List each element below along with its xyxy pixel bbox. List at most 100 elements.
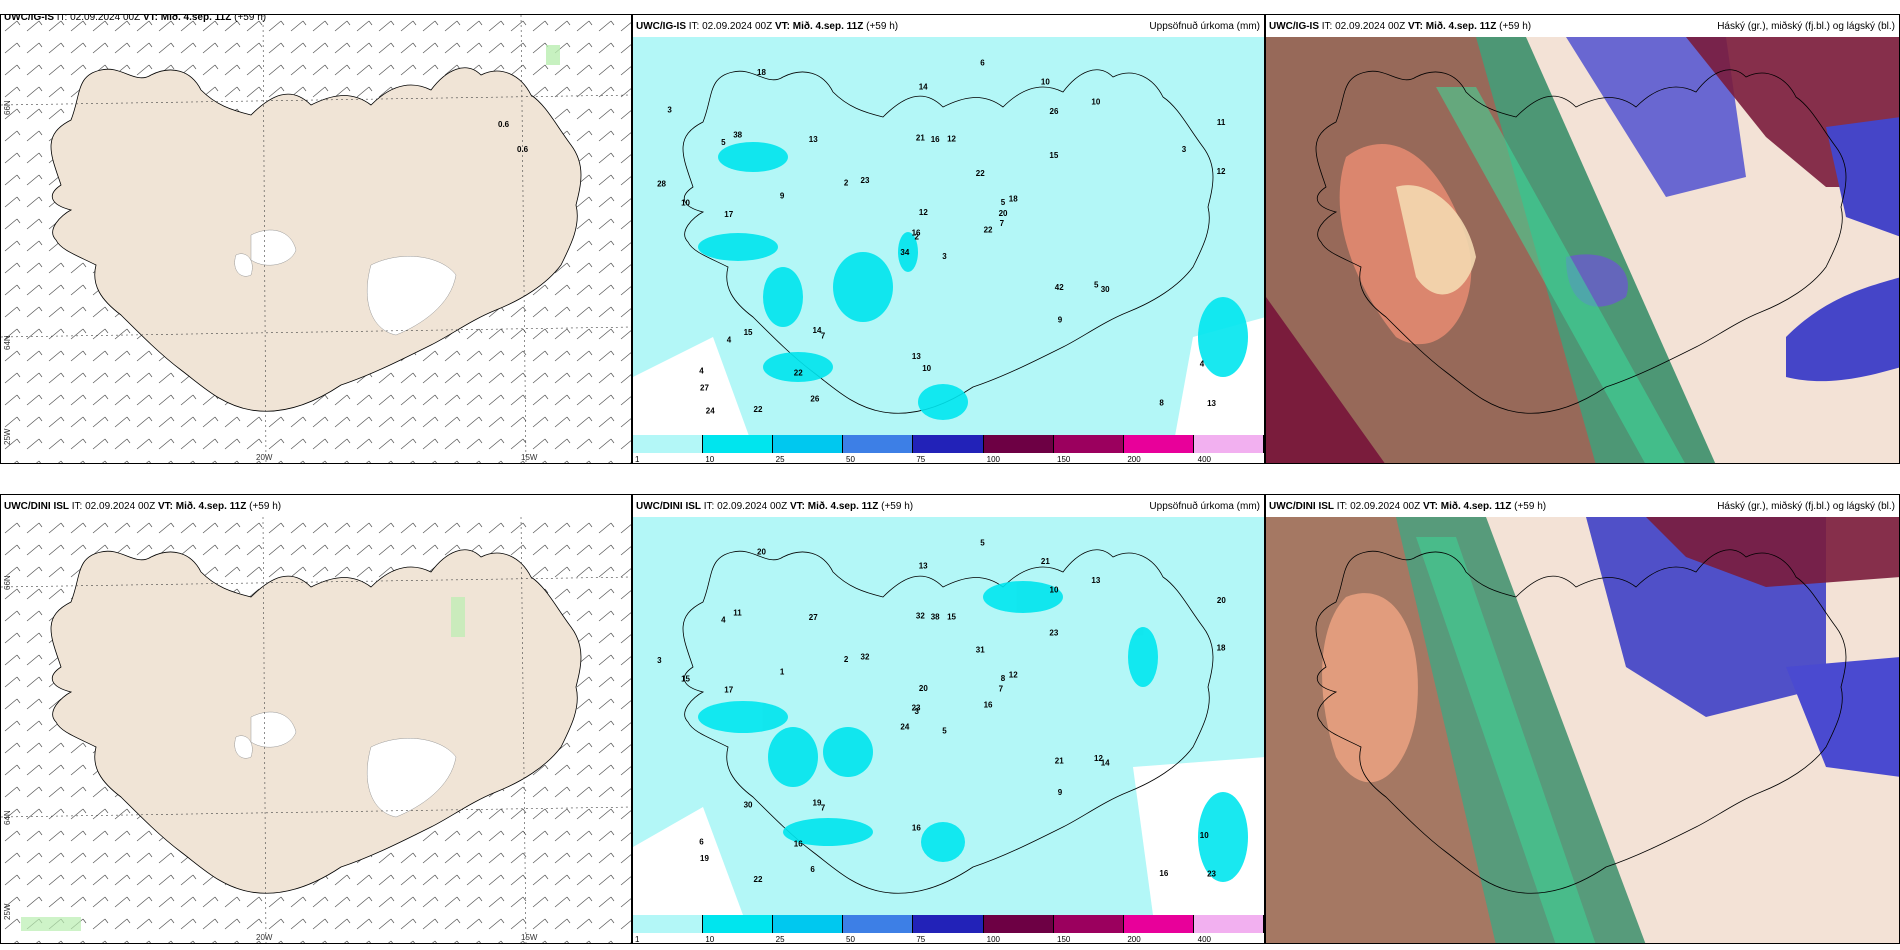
precip-value-label: 5 — [942, 726, 947, 735]
precip-value-label: 13 — [809, 135, 818, 144]
precip-value-label: 13 — [919, 562, 928, 571]
colorbar-swatch — [703, 915, 774, 933]
precip-value-label: 23 — [1207, 870, 1216, 879]
precip-value-label: 23 — [1049, 628, 1058, 637]
precip-value-label: 22 — [794, 368, 803, 377]
precip-value-label: 16 — [984, 701, 993, 710]
cloud-map-panel-top: UWC/IG-IS IT: 02.09.2024 00Z VT: Mið. 4.… — [1265, 14, 1900, 464]
precip-map-panel-bottom: UWC/DINI ISL IT: 02.09.2024 00Z VT: Mið.… — [632, 494, 1265, 944]
colorbar-tick-label: 150 — [1057, 935, 1071, 944]
precip-value-label: 4 — [727, 336, 732, 345]
precip-value-label: 20 — [999, 209, 1008, 218]
precip-value-label: 22 — [976, 169, 985, 178]
lat-label-64: 64N — [3, 810, 12, 825]
colorbar-swatch — [773, 435, 844, 453]
precip-value-label: 3 — [657, 656, 662, 665]
precip-value-label: 2 — [915, 232, 920, 241]
precip-value-label: 38 — [931, 613, 940, 622]
lon-label-15: 15W — [521, 933, 538, 942]
lon-label-20: 20W — [256, 453, 273, 462]
precip-value-label: 26 — [810, 394, 819, 403]
precip-value-label: 32 — [916, 611, 925, 620]
precip-value-label: 3 — [915, 707, 920, 716]
panel-title: UWC/IG-IS IT: 02.09.2024 00Z VT: Mið. 4.… — [636, 21, 899, 32]
precip-value-label: 4 — [721, 615, 726, 624]
colorbar-tick-label: 100 — [986, 935, 1001, 944]
precip-value-label: 10 — [1200, 831, 1209, 840]
precip-value-label: 15 — [681, 674, 690, 683]
wind-map — [1, 517, 631, 943]
colorbar-swatch — [913, 915, 984, 933]
precip-value-label: 21 — [1055, 756, 1064, 765]
precip-value-label: 7 — [999, 684, 1004, 693]
precip-value-label: 3 — [667, 106, 672, 115]
precip-value-label: 19 — [813, 798, 822, 807]
precip-value-label: 12 — [1217, 167, 1226, 176]
precip-value-label: 11 — [733, 608, 742, 617]
lon-label-20: 20W — [256, 933, 273, 942]
colorbar-swatch — [1053, 915, 1124, 933]
precip-value-label: 16 — [794, 839, 803, 848]
precip-value-label: 7 — [821, 331, 826, 340]
precip-value-label: 5 — [1001, 198, 1006, 207]
precip-value-label: 2 — [844, 179, 849, 188]
precip-value-label: 24 — [706, 407, 715, 416]
precip-map: 3524571012262218131711341522212215232722… — [633, 37, 1264, 447]
precip-value-label: 12 — [919, 208, 928, 217]
colorbar-tick-label: 1 — [635, 935, 640, 944]
colorbar-tick-label: 10 — [705, 455, 715, 464]
precip-value-label: 11 — [1217, 118, 1226, 127]
precip-value-label: 22 — [754, 405, 763, 414]
precip-value-label: 10 — [922, 364, 931, 373]
colorbar-tick-label: 100 — [986, 455, 1001, 464]
panel-subtitle: Háský (gr.), miðský (fj.bl.) og lágský (… — [1717, 21, 1895, 32]
panel-subtitle: Uppsöfnuð úrkoma (mm) — [1149, 501, 1260, 512]
panel-subtitle: Uppsöfnuð úrkoma (mm) — [1149, 21, 1260, 32]
lat-label-66: 66N — [3, 575, 12, 590]
wind-map-panel-bottom: UWC/DINI ISL IT: 02.09.2024 00Z VT: Mið.… — [0, 494, 632, 944]
precip-value-label: 30 — [744, 801, 753, 810]
precip-value-label: 19 — [700, 854, 709, 863]
colorbar-swatch — [633, 435, 704, 453]
colorbar-tick-label: 25 — [775, 935, 785, 944]
precip-value-label: 3 — [1182, 145, 1187, 154]
colorbar-swatch — [983, 915, 1054, 933]
cloud-map — [1266, 517, 1899, 943]
precip-value-label: 3 — [942, 252, 947, 261]
colorbar-swatch — [1193, 915, 1264, 933]
precip-value-label: 18 — [1009, 195, 1018, 204]
precip-map-panel-top: UWC/IG-IS IT: 02.09.2024 00Z VT: Mið. 4.… — [632, 14, 1265, 464]
colorbar-swatch — [1053, 435, 1124, 453]
precip-value-label: 12 — [1094, 754, 1103, 763]
colorbar-ticks: 1 10 25 50 75 100 150 200 400 — [633, 935, 1264, 944]
precip-value-label: 7 — [1000, 219, 1005, 228]
precip-map: 5436872115101620231720242322323130321916… — [633, 517, 1264, 915]
colorbar-tick-label: 400 — [1197, 935, 1212, 944]
colorbar-swatch — [1123, 435, 1194, 453]
precip-value-label: 9 — [1058, 315, 1063, 324]
precip-value-label: 38 — [733, 131, 742, 140]
precip-value-label: 10 — [1091, 98, 1100, 107]
glacier — [234, 229, 457, 336]
precip-value-label: 42 — [1055, 283, 1064, 292]
precip-value-label: 12 — [947, 135, 956, 144]
precip-value-label: 14 — [919, 83, 928, 92]
colorbar — [633, 915, 1264, 935]
colorbar-tick-label: 75 — [916, 935, 926, 944]
precip-value-label: 16 — [912, 824, 921, 833]
precip-value-label: 16 — [912, 229, 921, 238]
colorbar-swatch — [633, 915, 704, 933]
precip-value-label: 22 — [754, 875, 763, 884]
colorbar-tick-label: 25 — [775, 455, 785, 464]
colorbar-tick-label: 200 — [1127, 455, 1141, 464]
precip-value-label: 20 — [919, 684, 928, 693]
precip-value-label: 21 — [916, 134, 925, 143]
precip-value-label: 8 — [1159, 399, 1164, 408]
precip-value-label: 14 — [813, 326, 822, 335]
precip-value-label: 9 — [1058, 788, 1063, 797]
precip-value-label: 6 — [699, 838, 704, 847]
precip-value-label: 20 — [757, 548, 766, 557]
colorbar-tick-label: 75 — [916, 455, 926, 464]
precip-value-label: 5 — [1094, 281, 1099, 290]
cloud-map — [1266, 37, 1899, 463]
